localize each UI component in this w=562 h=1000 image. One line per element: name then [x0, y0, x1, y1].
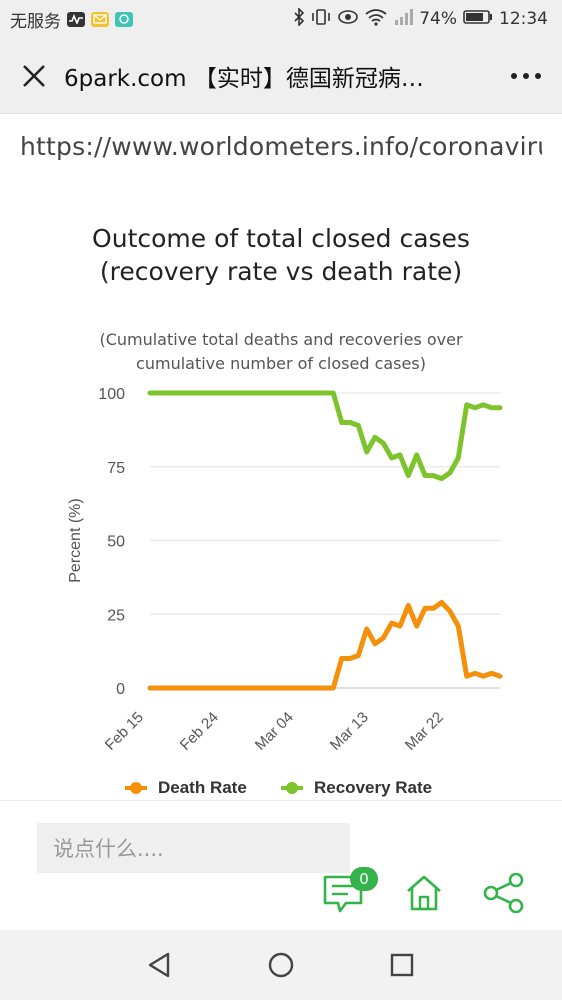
more-icon [511, 72, 541, 79]
share-icon [483, 872, 524, 914]
x-tick-label: Mar 22 [402, 709, 447, 754]
eye-icon [337, 9, 359, 30]
home-circle-icon [268, 952, 294, 978]
system-nav-bar [0, 930, 562, 1000]
legend-label[interactable]: Death Rate [158, 778, 247, 797]
vibrate-icon [311, 8, 331, 31]
legend-marker[interactable] [130, 782, 142, 794]
status-right: 74% 12:34 [293, 6, 548, 31]
home-icon [407, 875, 441, 911]
y-tick-label: 100 [98, 386, 125, 403]
close-icon [23, 64, 45, 87]
legend-marker[interactable] [286, 782, 298, 794]
clock-time: 12:34 [499, 9, 548, 29]
x-tick-label: Feb 15 [102, 709, 147, 754]
app-notification-icon [115, 11, 133, 27]
activity-icon [67, 11, 85, 27]
back-button[interactable] [135, 940, 185, 990]
comments-button[interactable]: 0 [322, 867, 378, 915]
battery-percent: 74% [419, 9, 457, 29]
x-tick-label: Feb 24 [177, 709, 222, 754]
outcome-chart: 0 25 50 75 100 Percent (%) Feb 15 Feb 24 Mar 04 M… [67, 386, 503, 797]
back-triangle-icon [149, 952, 170, 978]
wifi-icon [365, 8, 387, 31]
mail-icon [91, 11, 109, 27]
chart-subtitle: (Cumulative total deaths and recoveries … [99, 330, 463, 373]
article-url[interactable]: https://www.worldometers.info/coronaviru [20, 132, 542, 161]
y-tick-label: 50 [107, 534, 125, 551]
more-options-button[interactable] [506, 58, 546, 94]
recents-square-icon [390, 953, 413, 977]
chart-title: Outcome of total closed cases (recovery … [92, 224, 470, 286]
x-tick-label: Mar 04 [252, 709, 297, 754]
share-button[interactable] [482, 872, 526, 914]
home-button[interactable] [404, 873, 444, 913]
recents-button[interactable] [377, 940, 427, 990]
page-title: 6park.com 【实时】德国新冠病… [64, 65, 424, 92]
article-content[interactable]: https://www.worldometers.info/coronaviru… [0, 114, 562, 800]
y-tick-label: 25 [107, 607, 125, 624]
status-left: 无服务 [10, 7, 133, 32]
series-line-recovery-rate [147, 390, 503, 482]
action-bar: 说点什么.... 0 [0, 800, 562, 930]
x-tick-label: Mar 13 [327, 709, 372, 754]
status-bar: 无服务 74% 12:34 [0, 0, 562, 38]
close-button[interactable] [16, 58, 52, 94]
y-axis-label: Percent (%) [67, 498, 84, 582]
home-nav-button[interactable] [256, 940, 306, 990]
legend-label[interactable]: Recovery Rate [314, 778, 432, 797]
comment-count-badge: 0 [350, 867, 378, 891]
series-line-death-rate [147, 599, 503, 691]
signal-icon [393, 8, 414, 31]
carrier-text: 无服务 [10, 11, 61, 32]
comment-input[interactable]: 说点什么.... [37, 823, 350, 873]
y-tick-label: 0 [116, 681, 125, 698]
y-tick-label: 75 [107, 460, 125, 477]
app-header: 6park.com 【实时】德国新冠病… [0, 38, 562, 114]
battery-icon [463, 9, 493, 30]
bluetooth-icon [293, 6, 305, 31]
